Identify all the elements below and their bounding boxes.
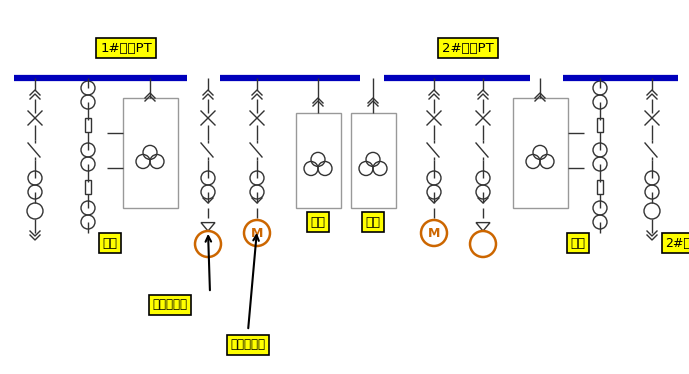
Bar [123,98,178,208]
Text: M: M [428,227,440,239]
Bar [597,118,603,132]
Text: 电动机出线: 电动机出线 [231,338,265,352]
Bar [296,113,340,208]
Text: 隔离: 隔离 [365,215,380,229]
Text: 计量: 计量 [570,236,586,249]
Text: M: M [251,227,263,239]
Bar [85,180,91,194]
Text: 1#母线PT: 1#母线PT [100,42,152,55]
Text: 变压器出线: 变压器出线 [152,298,187,312]
Bar [85,118,91,132]
Text: 2#进线: 2#进线 [666,236,689,249]
Text: 母联: 母联 [311,215,325,229]
Bar [513,98,568,208]
Bar [351,113,395,208]
Text: 2#母线PT: 2#母线PT [442,42,494,55]
Text: 计量: 计量 [103,236,118,249]
Bar [597,180,603,194]
